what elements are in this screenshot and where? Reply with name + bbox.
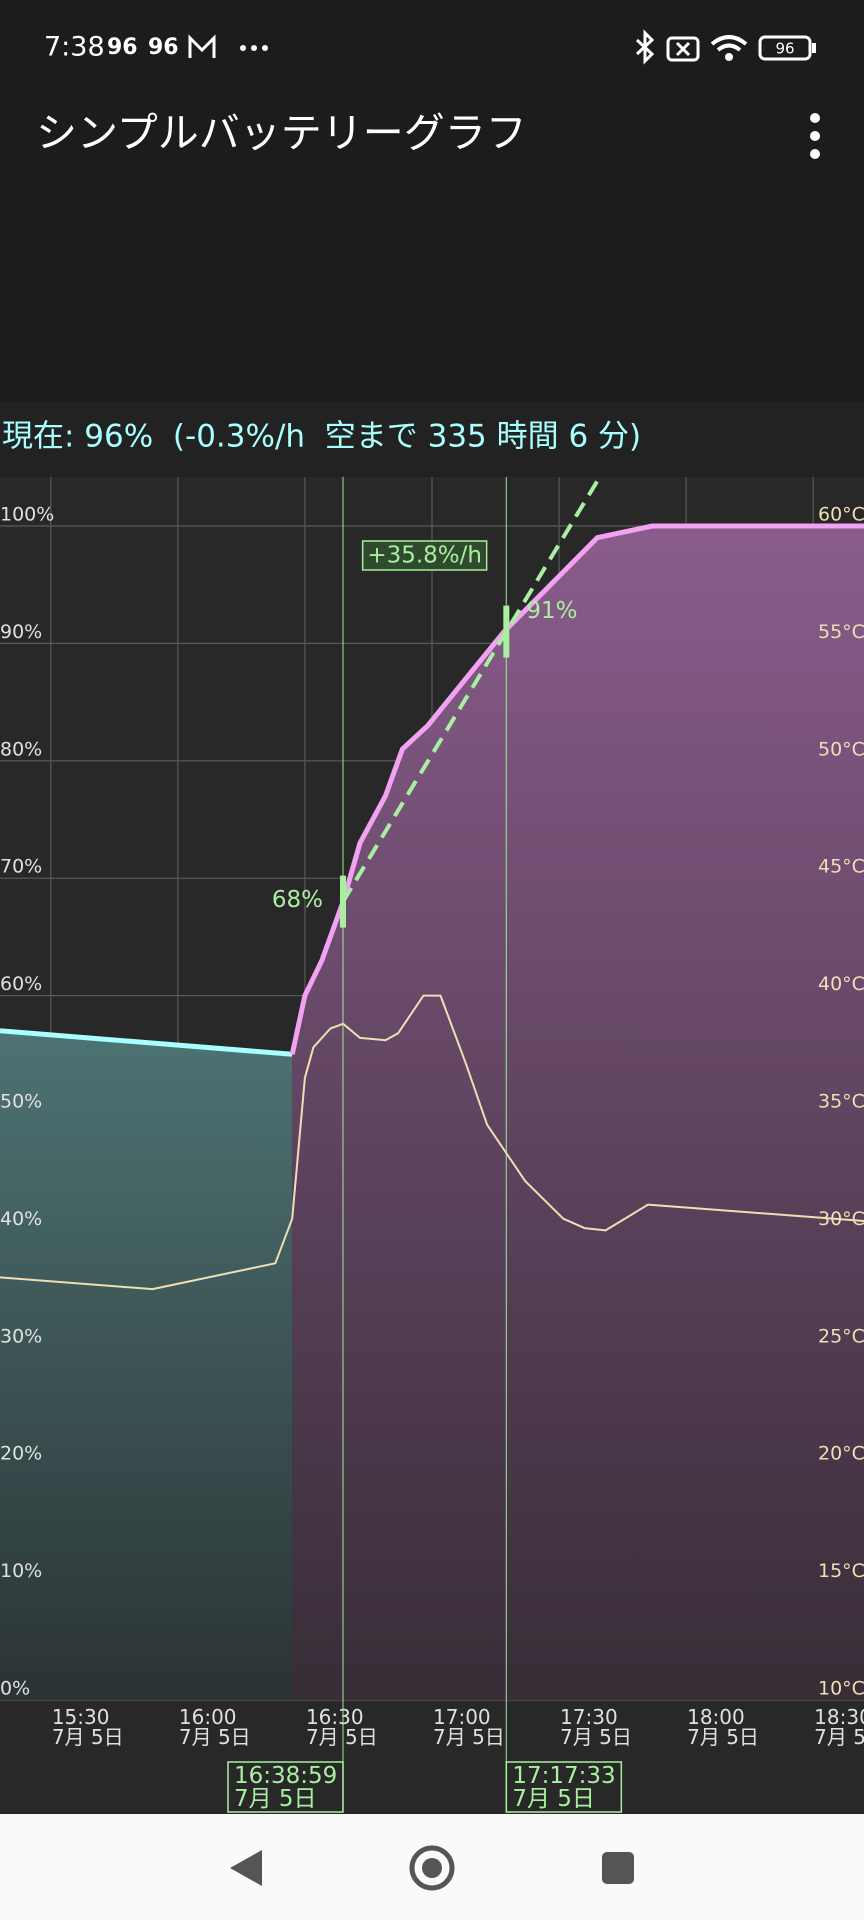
x-tick-label: 16:00 7月 5日 xyxy=(179,1705,251,1749)
cursor-time-box xyxy=(505,1761,623,1813)
chart: 0% 10% 20% 30% 40% 50% 60% 70% 80% 90% 100% 10°C 15°… xyxy=(0,477,864,1813)
back-button[interactable] xyxy=(230,1850,262,1886)
status-line: 現在: 96% (-0.3%/h 空まで 335 時間 6 分) xyxy=(2,419,641,455)
slope-label: +35.8%/h xyxy=(367,543,482,569)
y2-tick-label: 30°C xyxy=(818,1208,864,1230)
app-title: シンプルバッテリーグラフ xyxy=(36,109,527,157)
battery-icon xyxy=(758,35,816,61)
y-tick-label: 70% xyxy=(0,856,42,878)
mail-icon xyxy=(188,34,216,58)
temperature-line xyxy=(0,994,864,1291)
x-tick-label: 17:00 7月 5日 xyxy=(433,1705,505,1749)
y-tick-label: 60% xyxy=(0,973,42,995)
status-indicator: 96 xyxy=(107,35,138,60)
y-tick-label: 0% xyxy=(0,1678,30,1700)
battery-line xyxy=(289,523,864,1055)
cursor-value-label: 91% xyxy=(526,598,577,624)
app-background xyxy=(0,0,864,401)
slope-line xyxy=(341,477,602,903)
y-tick-label: 10% xyxy=(0,1560,42,1582)
y2-tick-label: 60°C xyxy=(818,504,864,526)
slope-box xyxy=(361,540,488,571)
cursor-time-box xyxy=(227,1761,344,1813)
y2-tick-label: 45°C xyxy=(818,856,864,878)
overflow-menu[interactable] xyxy=(810,113,820,159)
y2-tick-label: 35°C xyxy=(818,1091,864,1113)
cursor-value-label: 68% xyxy=(272,887,323,913)
y-tick-label: 20% xyxy=(0,1443,42,1465)
wifi-icon xyxy=(710,35,748,61)
y2-tick-label: 15°C xyxy=(818,1560,864,1582)
cursor-time: 17:17:33 7月 5日 xyxy=(512,1763,615,1812)
x-tick-label: 15:30 7月 5日 xyxy=(52,1705,124,1749)
y-tick-label: 50% xyxy=(0,1091,42,1113)
y2-tick-label: 55°C xyxy=(818,621,864,643)
y2-tick-label: 40°C xyxy=(818,973,864,995)
y-tick-label: 30% xyxy=(0,1325,42,1347)
more-notifications-icon xyxy=(240,45,268,51)
bluetooth-icon xyxy=(635,29,655,65)
status-indicator: 96 xyxy=(148,35,179,60)
y2-tick-label: 25°C xyxy=(818,1325,864,1347)
y-tick-label: 80% xyxy=(0,738,42,760)
battery-line xyxy=(0,1028,293,1057)
recents-button[interactable] xyxy=(602,1852,634,1884)
area xyxy=(0,1030,293,1700)
cursor-time: 16:38:59 7月 5日 xyxy=(234,1763,337,1812)
y-tick-label: 100% xyxy=(0,504,54,526)
x-tick-label: 18:00 7月 5日 xyxy=(687,1705,759,1749)
y-tick-label: 40% xyxy=(0,1208,42,1230)
home-button[interactable] xyxy=(409,1845,455,1891)
area xyxy=(292,526,864,1700)
y2-tick-label: 50°C xyxy=(818,738,864,760)
battery-level: 96 xyxy=(775,40,794,58)
status-line-bg xyxy=(0,401,864,477)
x-tick-label: 17:30 7月 5日 xyxy=(560,1705,632,1749)
x-tick-label: 16:30 7月 5日 xyxy=(306,1705,378,1749)
y2-tick-label: 20°C xyxy=(818,1443,864,1465)
y2-tick-label: 10°C xyxy=(818,1678,864,1700)
sim-icon xyxy=(666,36,700,62)
y-tick-label: 90% xyxy=(0,621,42,643)
status-time: 7:38 xyxy=(44,32,105,63)
